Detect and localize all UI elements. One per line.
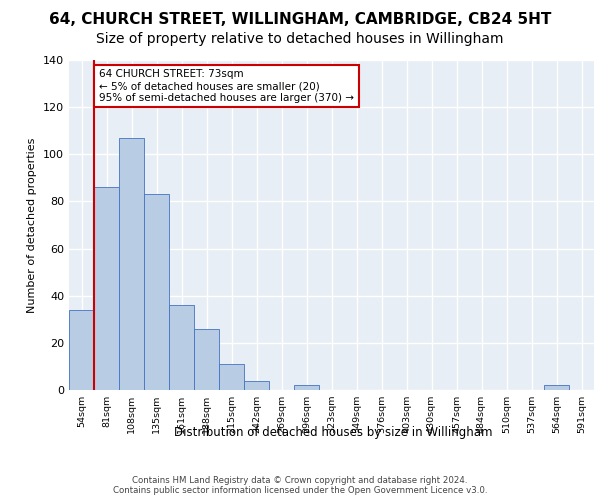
Text: Size of property relative to detached houses in Willingham: Size of property relative to detached ho…: [96, 32, 504, 46]
Bar: [295, 386, 319, 390]
Text: Contains public sector information licensed under the Open Government Licence v3: Contains public sector information licen…: [113, 486, 487, 495]
Text: 64 CHURCH STREET: 73sqm
← 5% of detached houses are smaller (20)
95% of semi-det: 64 CHURCH STREET: 73sqm ← 5% of detached…: [99, 70, 354, 102]
Bar: [544, 386, 569, 390]
Bar: [70, 310, 94, 390]
Text: 64, CHURCH STREET, WILLINGHAM, CAMBRIDGE, CB24 5HT: 64, CHURCH STREET, WILLINGHAM, CAMBRIDGE…: [49, 12, 551, 28]
Text: Contains HM Land Registry data © Crown copyright and database right 2024.: Contains HM Land Registry data © Crown c…: [132, 476, 468, 485]
Bar: [169, 305, 194, 390]
Bar: [119, 138, 143, 390]
Bar: [194, 328, 218, 390]
Text: Distribution of detached houses by size in Willingham: Distribution of detached houses by size …: [174, 426, 492, 439]
Bar: [244, 380, 269, 390]
Y-axis label: Number of detached properties: Number of detached properties: [28, 138, 37, 312]
Bar: [94, 188, 119, 390]
Bar: [220, 364, 244, 390]
Bar: [145, 194, 169, 390]
